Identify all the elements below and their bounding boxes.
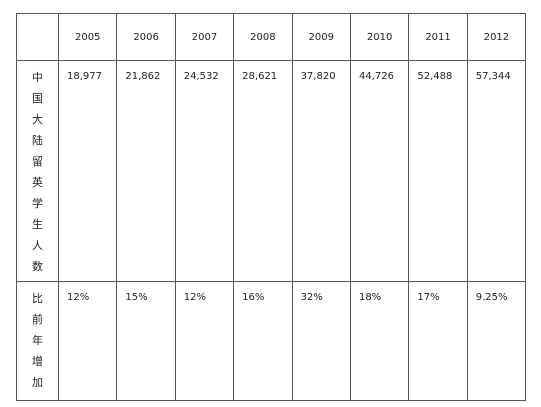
cell-value: 12% [67,292,90,303]
table-cell: 18% [349,281,410,401]
row-label-char: 比 [32,292,43,305]
row-label-char: 英 [32,176,43,189]
cell-value: 32% [300,292,323,303]
table-cell: 17% [408,281,468,401]
cell-value: 18% [358,292,382,303]
cell-value: 17% [417,292,440,303]
year-header: 2011 [408,13,468,61]
corner-cell [16,13,59,61]
year-header: 2008 [233,13,293,61]
table-cell: 9.25% [466,281,527,401]
row-label-char: 年 [32,334,43,347]
table-cell: 16% [233,281,293,401]
year-header: 2010 [349,13,410,61]
row-label-char: 学 [32,197,43,210]
row-label-char: 加 [32,376,43,389]
row-label-text: 比前年增加 [17,282,58,397]
cell-value: 21,862 [125,71,161,82]
table-cell: 52,488 [408,60,468,282]
year-header: 2009 [291,13,351,61]
year-header: 2005 [57,13,118,61]
table-cell: 21,862 [116,60,176,282]
table-cell: 57,344 [466,60,527,282]
cell-value: 28,621 [242,71,278,82]
table-cell: 28,621 [233,60,293,282]
row-label: 比前年增加 [16,281,59,401]
table-cell: 12% [174,281,235,401]
table-cell: 44,726 [349,60,410,282]
table-row: 中国大陆留英学生人数 18,977 21,862 24,532 28,621 3… [16,60,527,282]
row-label-text: 中国大陆留英学生人数 [17,61,58,281]
table-cell: 18,977 [57,60,118,282]
cell-value: 24,532 [183,71,219,82]
table-cell: 24,532 [174,60,235,282]
cell-value: 44,726 [358,71,394,82]
table-cell: 12% [57,281,118,401]
row-label: 中国大陆留英学生人数 [16,60,59,282]
row-label-char: 前 [32,313,43,326]
cell-value: 15% [125,292,148,303]
cell-value: 57,344 [475,71,511,82]
student-stats-table: 2005 2006 2007 2008 2009 2010 2011 2012 … [16,13,527,401]
row-label-char: 大 [32,113,43,126]
row-label-char: 数 [32,260,43,273]
cell-value: 12% [183,292,207,303]
cell-value: 9.25% [475,292,508,303]
table-cell: 37,820 [291,60,351,282]
year-header: 2007 [174,13,235,61]
table-row: 比前年增加 12% 15% 12% 16% 32% 18% 17% 9.25% [16,281,527,401]
cell-value: 52,488 [417,71,453,82]
year-header: 2012 [466,13,527,61]
row-label-char: 增 [32,355,43,368]
cell-value: 18,977 [67,71,102,82]
year-header: 2006 [116,13,176,61]
header-row: 2005 2006 2007 2008 2009 2010 2011 2012 [16,13,527,61]
row-label-char: 人 [32,239,43,252]
cell-value: 37,820 [300,71,336,82]
table-cell: 15% [116,281,176,401]
table-cell: 32% [291,281,351,401]
row-label-char: 中 [32,71,43,84]
row-label-char: 留 [32,155,43,168]
row-label-char: 生 [32,218,43,231]
row-label-char: 国 [32,92,43,105]
row-label-char: 陆 [32,134,43,147]
cell-value: 16% [242,292,265,303]
